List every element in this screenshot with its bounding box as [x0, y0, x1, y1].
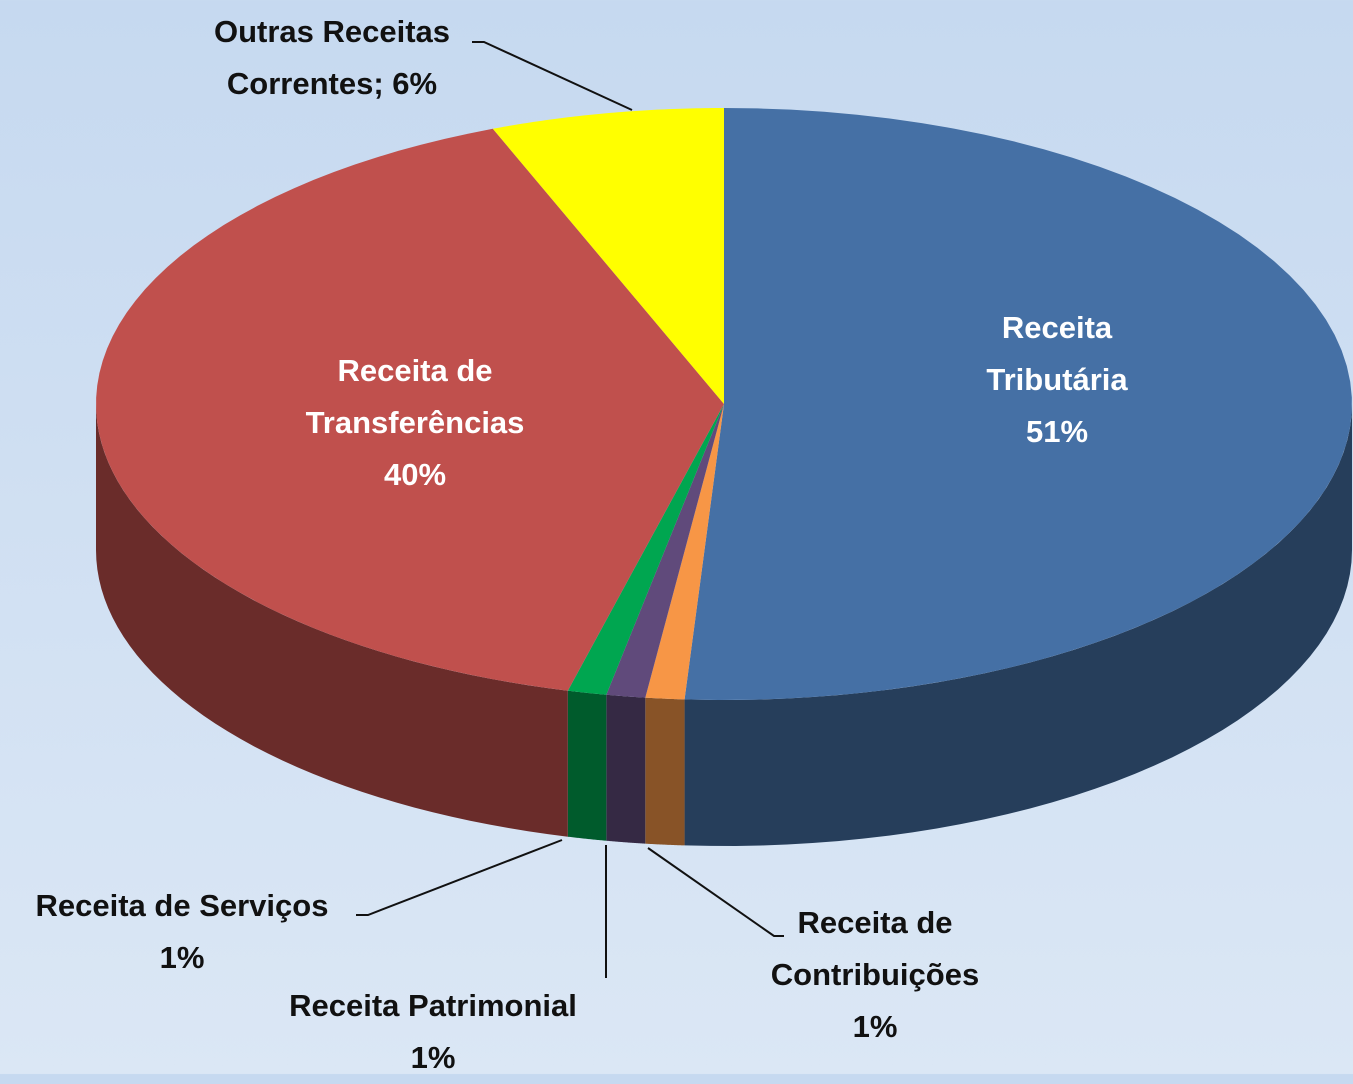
slice-label: Receita Tributária 51%	[947, 302, 1167, 458]
slice	[567, 404, 724, 695]
category-label: Receita Patrimonial	[289, 988, 577, 1023]
slice	[645, 404, 724, 700]
sides	[96, 404, 1352, 846]
slice	[684, 108, 1352, 700]
tops	[96, 108, 1352, 700]
category-label: Receita Tributária	[986, 310, 1128, 397]
slice-side	[645, 697, 685, 846]
slice	[606, 404, 724, 698]
slice-side	[567, 690, 607, 841]
category-label: Receita de Serviços	[35, 888, 329, 923]
slice-label: Receita Patrimonial 1%	[223, 980, 643, 1084]
leader-line	[472, 41, 633, 111]
slice-side	[96, 404, 568, 837]
slice-label: Receita de Contribuições 1%	[735, 897, 1015, 1053]
value-label: 1%	[410, 1040, 456, 1075]
slice-label: Outras Receitas Correntes; 6%	[182, 6, 482, 110]
category-label: Receita de Contribuições	[770, 905, 980, 992]
value-label: 6%	[392, 66, 438, 101]
slice-side	[606, 694, 646, 844]
value-label: 1%	[159, 940, 205, 975]
leader-line	[647, 847, 784, 937]
slice-label: Receita de Transferências 40%	[275, 345, 555, 501]
slice-label: Receita de Serviços 1%	[0, 880, 372, 984]
slice	[492, 108, 724, 404]
slice-side	[684, 404, 1352, 846]
value-label: 51%	[1025, 414, 1089, 449]
value-label: 40%	[383, 457, 447, 492]
category-label: Outras Receitas Correntes;	[213, 14, 451, 101]
leaders	[356, 41, 784, 978]
category-label: Receita de Transferências	[305, 353, 525, 440]
slice	[96, 128, 724, 691]
leader-line	[356, 839, 563, 916]
value-label: 1%	[852, 1009, 898, 1044]
